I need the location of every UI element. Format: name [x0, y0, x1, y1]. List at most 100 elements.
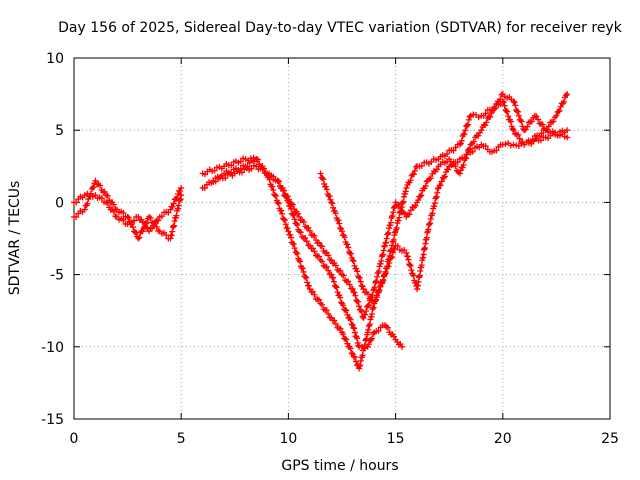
data-point	[291, 245, 298, 252]
data-point	[357, 278, 364, 285]
data-point	[248, 165, 255, 172]
data-point	[461, 131, 468, 138]
data-point	[360, 286, 367, 293]
data-point	[136, 234, 143, 241]
data-point	[518, 118, 525, 125]
data-point	[456, 141, 463, 148]
data-point	[505, 113, 512, 120]
data-point	[504, 108, 511, 115]
data-point	[377, 283, 384, 290]
data-point	[457, 140, 464, 147]
data-point	[533, 113, 540, 120]
x-tick-label: 15	[387, 431, 405, 447]
data-point	[464, 121, 471, 128]
data-point	[379, 279, 386, 286]
data-point	[418, 192, 425, 199]
data-point	[73, 213, 80, 220]
data-point	[170, 200, 177, 207]
data-point	[211, 167, 218, 174]
data-point	[529, 136, 536, 143]
data-point	[303, 274, 310, 281]
data-point	[280, 187, 287, 194]
data-point	[330, 278, 337, 285]
data-point	[110, 201, 117, 208]
data-point	[326, 193, 333, 200]
data-point	[73, 199, 80, 206]
data-point	[381, 271, 388, 278]
data-point	[270, 187, 277, 193]
data-point	[294, 250, 301, 257]
data-point	[478, 127, 485, 134]
data-point	[401, 210, 408, 217]
data-point	[403, 249, 410, 256]
data-point	[445, 166, 452, 173]
data-point	[360, 314, 367, 321]
data-point	[407, 207, 414, 214]
data-point	[497, 96, 504, 103]
data-point	[464, 122, 471, 129]
data-point	[351, 329, 358, 336]
data-point	[332, 283, 339, 290]
data-point	[272, 193, 279, 200]
data-point	[528, 118, 535, 125]
data-point	[237, 158, 244, 165]
data-point	[487, 113, 494, 120]
data-point	[353, 265, 360, 272]
data-point	[469, 148, 476, 155]
data-point	[407, 262, 414, 269]
data-point	[511, 99, 518, 106]
data-point	[299, 265, 306, 272]
data-point	[272, 192, 278, 199]
data-point	[403, 184, 410, 191]
data-point	[422, 182, 429, 189]
data-point	[328, 257, 335, 264]
data-point	[408, 267, 415, 274]
data-point	[347, 316, 354, 323]
data-point	[354, 268, 361, 275]
data-point	[388, 254, 395, 261]
data-point	[545, 123, 552, 130]
data-point	[297, 229, 304, 236]
data-point	[305, 282, 312, 289]
data-point	[354, 298, 361, 305]
data-point	[386, 259, 393, 266]
data-point	[268, 172, 275, 179]
x-tick-label: 5	[177, 431, 186, 447]
data-point	[362, 311, 369, 318]
data-point	[399, 343, 406, 350]
data-point	[297, 258, 304, 265]
data-point	[320, 176, 327, 183]
data-point	[535, 116, 542, 123]
data-point	[131, 217, 138, 224]
data-point	[158, 213, 165, 220]
data-point	[275, 200, 282, 207]
data-point	[340, 302, 347, 309]
data-point	[146, 228, 153, 235]
data-point	[344, 311, 351, 318]
data-point	[293, 220, 300, 227]
data-point	[563, 92, 570, 99]
data-point	[369, 335, 376, 342]
data-point	[382, 270, 389, 277]
data-point	[355, 303, 362, 310]
data-point	[129, 224, 136, 231]
data-point	[347, 345, 354, 352]
data-point	[482, 142, 489, 149]
data-point	[135, 235, 142, 242]
data-point	[300, 268, 307, 275]
data-point	[344, 340, 351, 347]
data-point	[289, 201, 296, 208]
data-point	[482, 122, 489, 129]
data-point	[483, 119, 490, 126]
data-point	[228, 162, 235, 169]
data-point	[490, 106, 497, 113]
data-point	[460, 161, 467, 168]
data-point	[305, 224, 312, 231]
data-point	[466, 145, 473, 152]
data-point	[300, 218, 307, 225]
data-point	[120, 209, 127, 216]
data-point	[550, 118, 557, 125]
data-point	[92, 177, 99, 184]
data-point	[375, 327, 382, 334]
data-point	[385, 263, 392, 270]
